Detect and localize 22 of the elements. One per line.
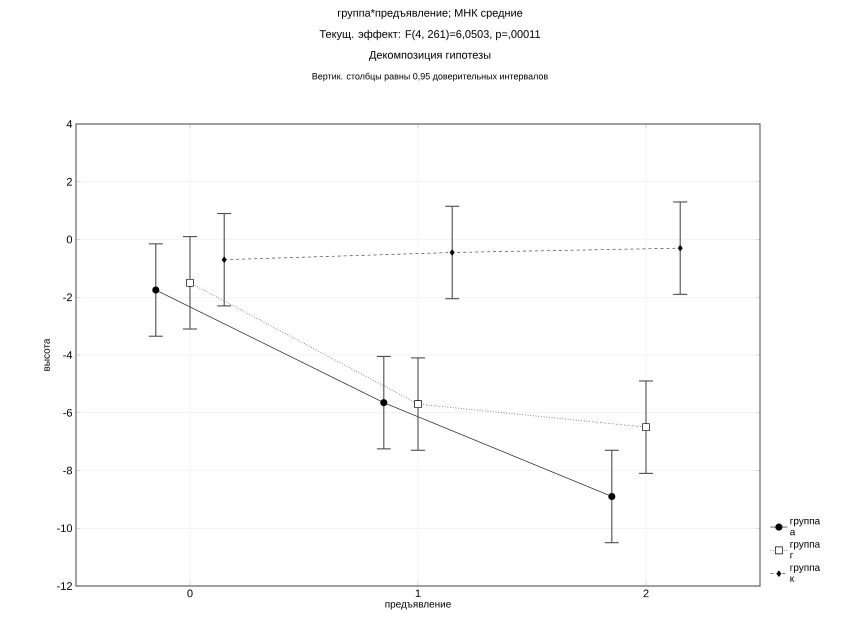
y-tick-label: -8 — [63, 466, 72, 474]
x-axis-title: предъявление — [385, 602, 451, 610]
legend-label: группа к — [790, 566, 820, 582]
text: Вертик. столбцы равны 0,95 доверительных интервалов — [312, 72, 548, 82]
point — [608, 492, 616, 500]
y-tick-label: -4 — [63, 351, 72, 359]
x-tick-label: 1 — [416, 590, 421, 598]
point — [380, 399, 388, 406]
chart-title: группа*предъявление; МНК средние — [338, 9, 522, 19]
point — [152, 286, 160, 294]
y-tick-label: -2 — [63, 293, 72, 302]
x-tick-label: 2 — [644, 590, 649, 598]
y-tick-label: -10 — [57, 524, 72, 532]
y-axis-title: высота — [44, 338, 50, 371]
y-tick-label: -12 — [57, 582, 72, 590]
text: Декомпозиция гипотезы — [369, 51, 490, 61]
chart-subtitle: Текущ. эффект: F(4, 261)=6,0503, p=,00011 — [320, 30, 540, 40]
y-tick-label: 4 — [66, 120, 72, 128]
y-tick-label: 2 — [66, 178, 72, 186]
x-tick-label: 0 — [187, 590, 193, 598]
y-tick-label: -6 — [63, 408, 72, 417]
y-tick-label: 0 — [66, 236, 72, 244]
